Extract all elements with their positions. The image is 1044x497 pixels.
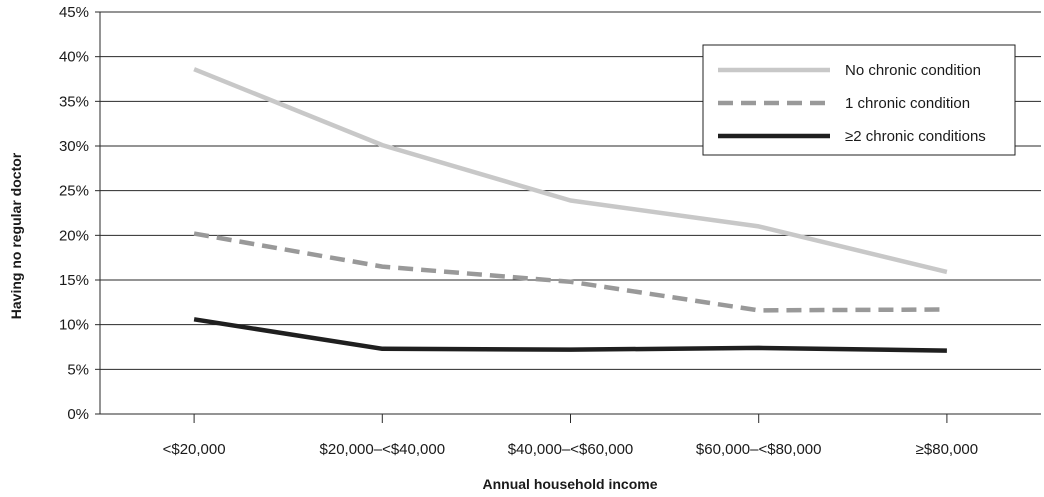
x-axis-title: Annual household income <box>482 476 657 492</box>
series-line-2 <box>193 317 947 353</box>
series-lines <box>193 67 948 353</box>
y-tick-label: 10% <box>59 317 89 334</box>
legend-label-2: ≥2 chronic conditions <box>845 128 986 145</box>
y-tick-label: 25% <box>59 183 89 200</box>
legend-items: No chronic condition 1 chronic condition ≥… <box>718 62 986 145</box>
x-tick-label: $60,000–<$80,000 <box>696 441 822 458</box>
y-tick-label: 35% <box>59 93 89 110</box>
x-tick-label: <$20,000 <box>163 441 226 458</box>
gridlines <box>100 11 1041 415</box>
series-line-0 <box>193 67 948 275</box>
x-tick-label: $20,000–<$40,000 <box>320 441 446 458</box>
y-tick-label: 40% <box>59 49 89 66</box>
y-axis-title: Having no regular doctor <box>8 152 24 319</box>
y-axis-ticks: 0% 5% 10% 15% 20% 25% 30% 35% 40% 45% <box>59 4 101 423</box>
series-line-1 <box>193 231 947 313</box>
y-tick-label: 5% <box>67 361 89 378</box>
y-tick-label: 20% <box>59 227 89 244</box>
x-axis: <$20,000 $20,000–<$40,000 $40,000–<$60,000… <box>163 414 978 458</box>
y-tick-label: 15% <box>59 272 89 289</box>
legend-label-0: No chronic condition <box>845 62 981 79</box>
y-tick-label: 0% <box>67 406 89 423</box>
x-tick-label: ≥$80,000 <box>916 441 978 458</box>
y-tick-label: 30% <box>59 138 89 155</box>
legend-label-1: 1 chronic condition <box>845 95 970 112</box>
x-tick-label: $40,000–<$60,000 <box>508 441 634 458</box>
legend: No chronic condition 1 chronic condition ≥… <box>702 44 1016 156</box>
y-tick-label: 45% <box>59 4 89 21</box>
